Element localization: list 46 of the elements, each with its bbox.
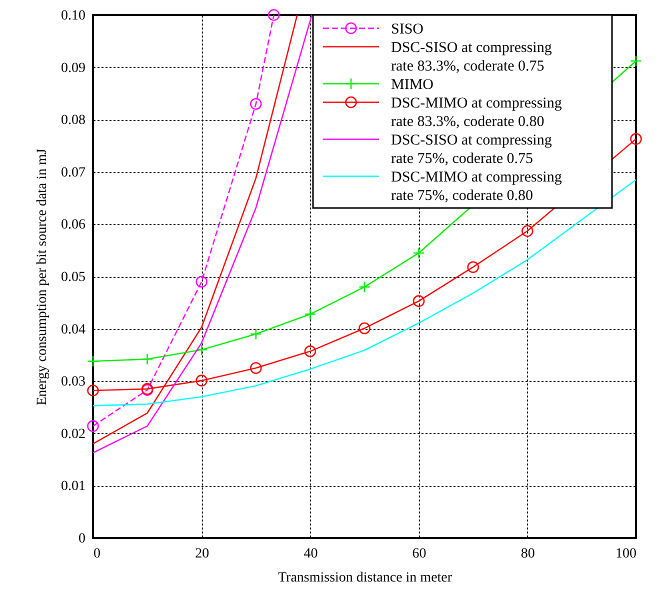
point xyxy=(196,276,208,288)
point xyxy=(358,322,370,334)
y-tick-label: 0.05 xyxy=(61,270,86,285)
point xyxy=(630,55,642,67)
y-axis-title: Energy consumption per bit source data in mJ xyxy=(35,148,50,406)
x-tick-label: 60 xyxy=(412,546,426,562)
legend-label: DSC-MIMO at compressing rate 75%, coderate 0.80 xyxy=(391,169,562,204)
y-tick-label: 0.02 xyxy=(61,426,86,442)
y-tick-label: 0.03 xyxy=(61,374,86,390)
y-tick-label: 0.04 xyxy=(61,322,86,338)
point xyxy=(358,281,370,293)
legend-label: DSC-MIMO at compressing rate 83.3%, coderate 0.80 xyxy=(391,95,562,130)
y-tick-label: 0.01 xyxy=(61,479,86,494)
point xyxy=(268,9,280,21)
y-tick-label: 0.08 xyxy=(61,113,86,128)
point xyxy=(467,261,479,273)
point xyxy=(250,328,262,340)
point xyxy=(196,374,208,386)
legend-label: MIMO xyxy=(391,76,434,93)
point xyxy=(412,247,425,259)
point xyxy=(630,133,642,145)
y-tick-label: 0.07 xyxy=(61,165,86,180)
x-tick-label: 80 xyxy=(520,546,535,562)
y-tick-label: 0.10 xyxy=(61,8,86,24)
x-axis-title: Transmission distance in meter xyxy=(278,570,452,586)
x-tick-label: 20 xyxy=(195,546,210,562)
legend-label: DSC-SISO at compressing rate 83.3%, coderate 0.75 xyxy=(391,40,552,74)
x-tick-label: 40 xyxy=(304,546,318,562)
point xyxy=(87,384,99,396)
y-tick-label: 0.09 xyxy=(61,60,86,76)
point xyxy=(250,362,262,374)
point xyxy=(522,225,534,237)
point xyxy=(412,295,425,307)
point xyxy=(87,420,99,432)
y-tick-label: 0 xyxy=(78,532,86,546)
legend-label: DSC-SISO at compressing rate 75%, coderate 0.75 xyxy=(391,132,552,167)
point xyxy=(196,344,208,356)
point xyxy=(304,308,316,320)
x-tick-label: 0 xyxy=(94,546,100,562)
point xyxy=(304,345,316,358)
point xyxy=(250,98,262,110)
y-tick-label: 0.06 xyxy=(61,218,86,233)
legend-label: SISO xyxy=(391,21,424,38)
point xyxy=(87,355,99,368)
point xyxy=(141,353,154,366)
x-tick-label: 100 xyxy=(616,546,636,562)
